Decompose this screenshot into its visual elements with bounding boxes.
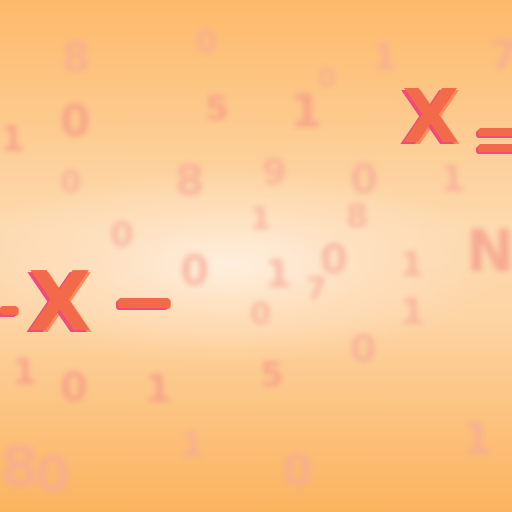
faint-digit: 0 <box>282 446 313 497</box>
equals-bar-bottom <box>478 144 512 152</box>
faint-digit: 7 <box>306 272 327 307</box>
faint-digit: 0 <box>250 297 271 332</box>
faint-digit: 0 <box>350 327 377 371</box>
faint-digit: 0 <box>350 157 378 203</box>
faint-digit: 5 <box>260 355 284 395</box>
equals-bar-top <box>478 128 512 136</box>
faint-digit: 0 <box>110 215 134 255</box>
faint-digit: 8 <box>62 35 90 81</box>
faint-digit: 0 <box>60 96 91 147</box>
large-x-symbol-right: X <box>402 74 460 160</box>
faint-digit: 8 <box>346 197 369 235</box>
faint-digit: 0 <box>320 237 348 283</box>
faint-letter: N <box>466 217 512 285</box>
faint-digit: 8 <box>175 156 205 205</box>
faint-digit: 1 <box>462 414 493 465</box>
faint-digit: 1 <box>440 159 466 200</box>
faint-digit: 1 <box>290 84 323 138</box>
faint-digit: 0 <box>35 446 70 504</box>
faint-digit: 0 <box>318 64 337 94</box>
faint-digit: 1 <box>250 202 271 237</box>
faint-digit: 1 <box>12 352 38 393</box>
minus-symbol-left <box>0 306 18 315</box>
faint-digit: 1 <box>180 425 204 465</box>
minus-symbol-center <box>118 298 170 308</box>
faint-digit: 0 <box>180 246 210 295</box>
faint-digit: 0 <box>60 365 88 411</box>
faint-digit: 8 <box>0 435 39 500</box>
faint-digit: 0 <box>196 25 217 60</box>
large-x-symbol-left: X <box>28 255 92 350</box>
faint-digit: 1 <box>400 292 426 333</box>
faint-digit: 0 <box>60 165 81 200</box>
faint-digit: 1 <box>0 119 26 160</box>
faint-digit: 5 <box>205 89 229 129</box>
faint-digit: 1 <box>145 367 172 411</box>
faint-digit: 7 <box>490 33 512 79</box>
faint-digit: 1 <box>372 37 398 78</box>
faint-digit: 1 <box>265 252 292 296</box>
faint-digit: 9 <box>262 152 288 193</box>
faint-digit: 1 <box>400 245 424 285</box>
